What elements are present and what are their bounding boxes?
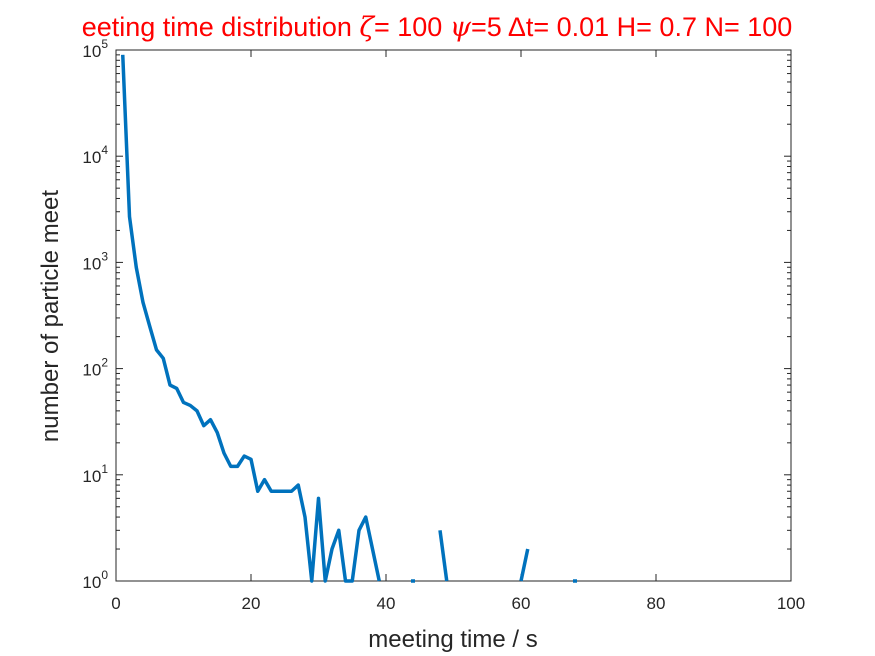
title-psi-value: =5 (471, 12, 508, 42)
series-line-segment (121, 54, 381, 583)
chart-title: eeting time distribution ζ= 100 ψ=5 Δt= … (82, 12, 793, 43)
series-line-segment (519, 548, 530, 582)
x-tick-label: 40 (377, 594, 396, 613)
y-tick-label: 105 (82, 37, 108, 61)
title-zeta-value: = 100 (374, 12, 450, 42)
axis-ticks: 0 20 40 60 80 100 100 101 102 103 104 105 (82, 37, 805, 613)
plot-area (115, 49, 792, 582)
title-psi-symbol: ψ (450, 12, 472, 43)
x-tick-label: 100 (777, 594, 805, 613)
x-axis-label: meeting time / s (368, 626, 537, 653)
y-tick-label: 104 (82, 143, 108, 167)
y-tick-label: 103 (82, 249, 108, 273)
series-line-segment (438, 530, 449, 582)
y-axis-label: number of particle meet (37, 190, 64, 442)
series-layer (121, 54, 577, 583)
title-zeta-symbol: ζ (359, 12, 375, 43)
x-tick-label: 80 (647, 594, 666, 613)
x-tick-label: 0 (111, 594, 120, 613)
y-tick-label: 102 (82, 356, 108, 380)
title-dt-h-n: Δt= 0.01 H= 0.7 N= 100 (508, 12, 792, 42)
title-prefix: eeting time distribution (82, 12, 360, 42)
x-tick-label: 60 (512, 594, 531, 613)
y-tick-label: 100 (82, 568, 108, 592)
y-tick-label: 101 (82, 462, 108, 486)
x-tick-label: 20 (242, 594, 261, 613)
